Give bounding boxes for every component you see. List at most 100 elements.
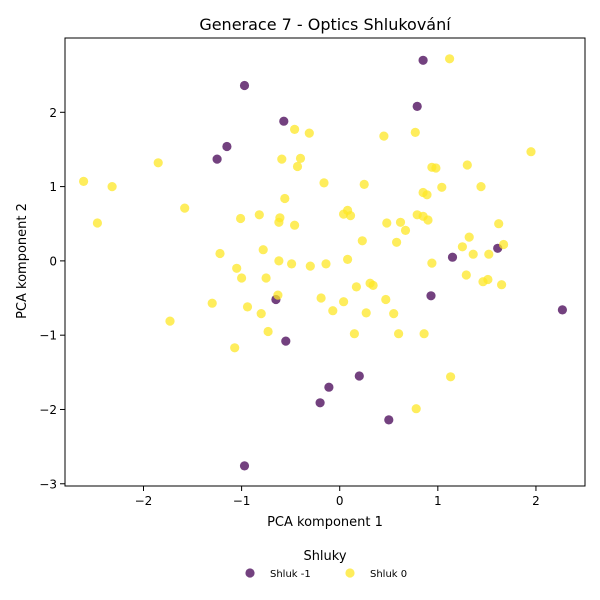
data-point <box>92 218 102 228</box>
data-point <box>412 101 422 111</box>
data-point <box>237 273 247 283</box>
data-point <box>457 242 467 252</box>
data-point <box>79 176 89 186</box>
data-point <box>476 182 486 192</box>
data-point <box>422 190 432 200</box>
data-point <box>242 302 253 312</box>
axes: −2 −1 0 1 2 −3 −2 −1 0 1 2 <box>39 37 586 508</box>
data-point <box>447 252 458 262</box>
data-point <box>107 182 117 192</box>
data-point <box>382 218 392 228</box>
data-point <box>499 239 509 250</box>
data-point <box>357 236 367 246</box>
data-point <box>419 329 429 339</box>
x-tick-label: −2 <box>135 494 153 508</box>
data-point <box>292 161 303 172</box>
data-point <box>165 316 175 326</box>
data-point <box>324 382 334 392</box>
data-point <box>290 124 300 134</box>
data-point <box>394 329 404 339</box>
data-point <box>236 213 246 224</box>
legend: Shluky Shluk -1 Shluk 0 <box>245 549 407 580</box>
data-point <box>305 261 315 271</box>
data-point <box>437 182 447 192</box>
x-tick-label: 1 <box>434 494 442 508</box>
data-point <box>287 259 297 269</box>
legend-marker <box>245 568 255 578</box>
data-point <box>483 274 493 285</box>
data-point <box>319 178 329 188</box>
data-point <box>359 179 369 189</box>
data-point <box>295 153 306 163</box>
data-point <box>215 248 225 259</box>
data-point <box>389 309 399 319</box>
data-point <box>256 309 266 319</box>
legend-marker <box>345 568 355 578</box>
data-point <box>290 220 300 230</box>
data-point <box>232 263 242 273</box>
y-tick-label: −2 <box>39 403 57 417</box>
y-axis-label: PCA komponent 2 <box>15 203 30 319</box>
data-point <box>354 371 364 381</box>
data-point <box>351 282 361 292</box>
data-point <box>281 336 291 346</box>
data-point <box>343 254 353 264</box>
data-point <box>328 306 338 316</box>
y-tick-label: −3 <box>39 477 57 491</box>
data-point <box>279 116 289 126</box>
data-point <box>410 127 420 137</box>
chart-title: Generace 7 - Optics Shlukování <box>199 15 451 34</box>
data-point <box>464 232 474 242</box>
data-point <box>426 291 436 301</box>
y-tick-label: 1 <box>49 180 57 194</box>
data-point <box>445 54 455 64</box>
data-point <box>263 326 273 337</box>
data-point <box>321 259 331 269</box>
data-point <box>418 55 428 65</box>
data-point <box>349 329 359 339</box>
data-point <box>395 217 406 227</box>
data-point <box>304 128 314 138</box>
plot-area <box>79 54 568 471</box>
x-tick-label: 2 <box>532 494 540 508</box>
series-1 <box>79 54 536 414</box>
data-point <box>431 163 441 173</box>
data-point <box>274 256 284 266</box>
x-axis-label: PCA komponent 1 <box>267 515 383 530</box>
data-point <box>423 215 433 225</box>
data-point <box>462 160 472 170</box>
data-point <box>461 270 471 280</box>
legend-item: Shluk -1 <box>245 568 311 580</box>
data-point <box>212 154 222 164</box>
data-point <box>222 141 232 152</box>
data-point <box>180 203 190 213</box>
data-point <box>261 273 271 283</box>
legend-label: Shluk -1 <box>270 569 311 580</box>
data-point <box>468 249 478 259</box>
data-point <box>361 308 371 318</box>
series-0 <box>212 55 568 471</box>
data-point <box>239 461 250 471</box>
data-point <box>280 193 290 204</box>
data-point <box>274 217 284 227</box>
legend-item: Shluk 0 <box>345 568 407 580</box>
data-point <box>484 249 494 259</box>
y-tick-label: −1 <box>39 329 57 343</box>
data-point <box>526 147 536 157</box>
data-point <box>427 258 437 268</box>
data-point <box>345 211 356 221</box>
data-point <box>230 343 240 353</box>
data-point <box>254 210 264 220</box>
data-point <box>207 298 217 308</box>
data-point <box>315 398 325 408</box>
data-point <box>239 80 250 91</box>
data-point <box>277 154 287 164</box>
legend-label: Shluk 0 <box>370 569 407 580</box>
y-tick-label: 2 <box>49 106 57 120</box>
data-point <box>557 305 568 315</box>
data-point <box>400 225 411 235</box>
x-tick-label: 0 <box>336 494 344 508</box>
data-point <box>273 290 283 300</box>
data-point <box>153 158 163 168</box>
